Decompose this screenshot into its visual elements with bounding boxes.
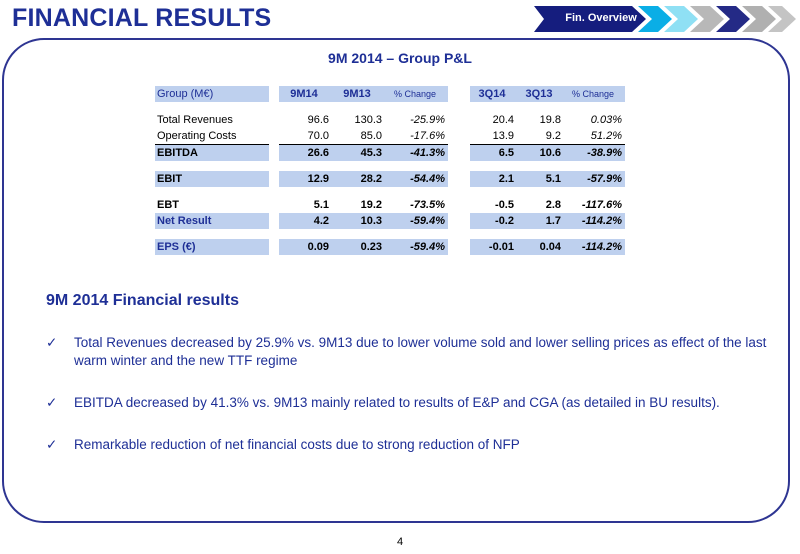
- table-row: EBT 5.1 19.2 -73.5% -0.5 2.8 -117.6%: [155, 197, 625, 213]
- table-cell: 1.7: [517, 213, 564, 229]
- table-cell: -0.5: [495, 199, 514, 211]
- nav-chevron-6[interactable]: [768, 6, 796, 32]
- table-cell: 96.6: [307, 114, 329, 126]
- nav-chevron-1[interactable]: [638, 6, 672, 32]
- table-cell: 12.9: [279, 171, 332, 187]
- table-cell: 6.5: [470, 144, 517, 161]
- table-row: Operating Costs 70.0 85.0 -17.6% 13.9 9.…: [155, 128, 625, 145]
- table-cell: 2.1: [470, 171, 517, 187]
- nav-label-fin-overview[interactable]: Fin. Overview: [565, 12, 637, 24]
- slide-subtitle: 9M 2014 – Group P&L: [328, 50, 472, 66]
- table-cell: -57.9%: [564, 171, 625, 187]
- table-cell: -54.4%: [385, 171, 448, 187]
- section-heading: 9M 2014 Financial results: [46, 292, 239, 309]
- table-cell: 130.3: [354, 114, 382, 126]
- table-cell: -59.4%: [385, 239, 448, 255]
- row-label: EBIT: [155, 171, 269, 187]
- checkmark-icon: ✓: [46, 395, 58, 410]
- row-label: EBT: [157, 199, 179, 211]
- table-cell: 5.1: [517, 171, 564, 187]
- table-row: EBIT 12.9 28.2 -54.4% 2.1 5.1 -57.9%: [155, 171, 625, 187]
- table-cell: 0.04: [517, 239, 564, 255]
- table-row: Net Result 4.2 10.3 -59.4% -0.2 1.7 -114…: [155, 213, 625, 229]
- table-cell: -17.6%: [385, 128, 448, 145]
- table-cell: 5.1: [313, 199, 329, 211]
- bullet-text: Total Revenues decreased by 25.9% vs. 9M…: [74, 335, 767, 368]
- table-cell: 10.6: [517, 144, 564, 161]
- table-cell: 0.09: [279, 239, 332, 255]
- checkmark-icon: ✓: [46, 437, 58, 452]
- row-label: EPS (€): [155, 239, 269, 255]
- navigation-chevrons: [534, 6, 796, 32]
- table-cell: -114.2%: [564, 239, 625, 255]
- table-cell: 19.2: [360, 199, 382, 211]
- table-cell: 0.03%: [590, 114, 622, 126]
- table-cell: 28.2: [332, 171, 385, 187]
- nav-chevron-2[interactable]: [664, 6, 698, 32]
- column-header: Group (M€): [155, 86, 269, 102]
- table-cell: -25.9%: [410, 114, 445, 126]
- table-cell: -114.2%: [564, 213, 625, 229]
- table-header-row: Group (M€) 9M14 9M13 % Change 3Q14 3Q13 …: [155, 86, 625, 102]
- table-cell: 10.3: [332, 213, 385, 229]
- row-label: EBITDA: [155, 144, 269, 161]
- checkmark-icon: ✓: [46, 335, 58, 350]
- nav-chevron-4[interactable]: [716, 6, 750, 32]
- table-cell: 51.2%: [564, 128, 625, 145]
- table-cell: 9.2: [517, 128, 564, 145]
- table-cell: 85.0: [332, 128, 385, 145]
- table-cell: -41.3%: [385, 144, 448, 161]
- table-cell: 70.0: [279, 128, 332, 145]
- table-row: Total Revenues 96.6 130.3 -25.9% 20.4 19…: [155, 112, 625, 128]
- nav-chevron-active[interactable]: [534, 6, 646, 32]
- row-label: Net Result: [155, 213, 269, 229]
- table-cell: 13.9: [470, 128, 517, 145]
- table-cell: -38.9%: [564, 144, 625, 161]
- table-cell: 20.4: [492, 114, 514, 126]
- table-row: EBITDA 26.6 45.3 -41.3% 6.5 10.6 -38.9%: [155, 144, 625, 161]
- column-header: % Change: [564, 86, 625, 102]
- bullet-text: EBITDA decreased by 41.3% vs. 9M13 mainl…: [74, 395, 720, 410]
- table-cell: -59.4%: [385, 213, 448, 229]
- row-label: Total Revenues: [157, 114, 233, 126]
- group-pl-table: Group (M€) 9M14 9M13 % Change 3Q14 3Q13 …: [155, 86, 625, 255]
- table-cell: -0.2: [470, 213, 517, 229]
- column-header: 3Q13: [517, 86, 564, 102]
- nav-chevron-3[interactable]: [690, 6, 724, 32]
- page-title: FINANCIAL RESULTS: [12, 4, 272, 32]
- page-number: 4: [396, 536, 404, 548]
- row-label: Operating Costs: [155, 128, 269, 145]
- table-cell: 19.8: [539, 114, 561, 126]
- nav-chevron-5[interactable]: [742, 6, 776, 32]
- table-cell: -0.01: [470, 239, 517, 255]
- table-cell: 26.6: [279, 144, 332, 161]
- column-header: 9M14: [279, 86, 332, 102]
- column-header: % Change: [385, 86, 448, 102]
- table-cell: 45.3: [332, 144, 385, 161]
- table-row: EPS (€) 0.09 0.23 -59.4% -0.01 0.04 -114…: [155, 239, 625, 255]
- table-cell: 0.23: [332, 239, 385, 255]
- content-frame: [2, 38, 790, 523]
- table-cell: 4.2: [279, 213, 332, 229]
- table-cell: -117.6%: [581, 199, 622, 211]
- bullet-text: Remarkable reduction of net financial co…: [74, 437, 520, 452]
- table-cell: -73.5%: [410, 199, 445, 211]
- column-header: 9M13: [332, 86, 385, 102]
- table-cell: 2.8: [545, 199, 561, 211]
- column-header: 3Q14: [470, 86, 517, 102]
